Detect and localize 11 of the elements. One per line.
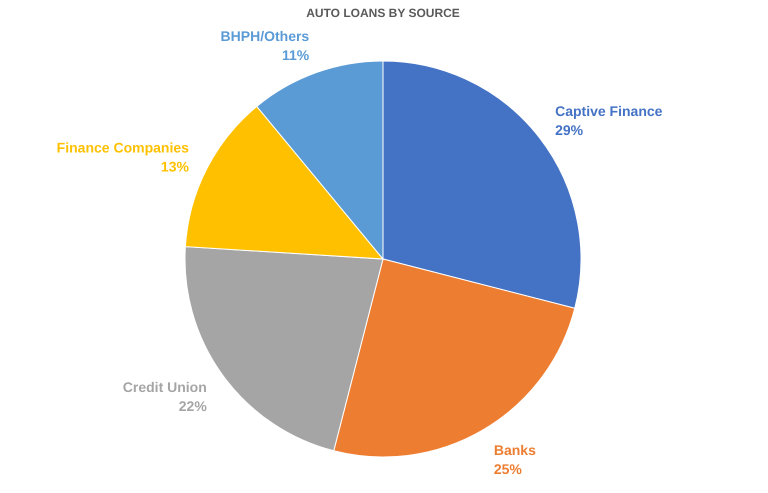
data-label: 11% — [282, 46, 310, 63]
slice-label: Finance Companies — [56, 140, 190, 156]
slice-label: Banks — [494, 442, 536, 458]
data-label: 29% — [555, 122, 584, 138]
chart-title: AUTO LOANS BY SOURCE — [306, 6, 460, 20]
slice-label: Captive Finance — [555, 103, 663, 120]
slice-label: BHPH/Others — [220, 28, 310, 44]
data-label: 22% — [178, 398, 208, 414]
data-label: 25% — [494, 460, 522, 477]
data-label: 13% — [160, 158, 190, 175]
slice-label: Credit Union — [122, 379, 207, 396]
